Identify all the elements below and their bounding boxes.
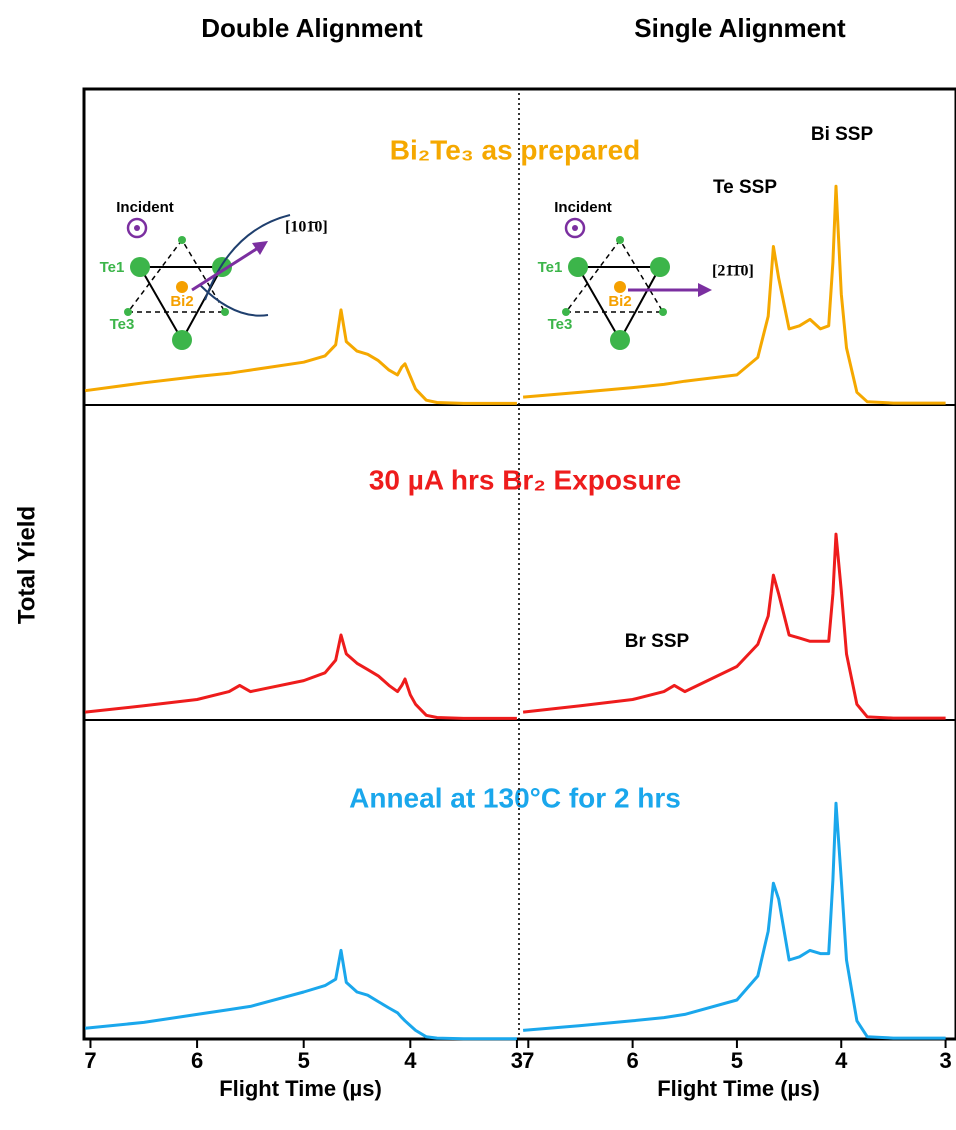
data-line: [85, 950, 517, 1038]
row-title: 30 µA hrs Br₂ Exposure: [369, 464, 681, 495]
x-axis-label: Flight Time (µs): [657, 1076, 820, 1101]
chart: Double Alignment Single Alignment Total …: [0, 0, 956, 1130]
page: Double Alignment Single Alignment Total …: [0, 0, 956, 1130]
direction-label: [101̄0]: [285, 219, 328, 236]
inset-label: Te3: [110, 316, 135, 333]
data-line: [523, 534, 946, 718]
x-tick-label: 5: [731, 1048, 743, 1073]
inset-label: Te1: [100, 259, 125, 276]
row-title: Anneal at 130°C for 2 hrs: [349, 782, 681, 813]
x-tick-label: 6: [191, 1048, 203, 1073]
data-line: [85, 310, 517, 404]
x-tick-label: 7: [84, 1048, 96, 1073]
inset-label: Bi2: [170, 293, 193, 310]
x-tick-label: 4: [835, 1048, 848, 1073]
data-line: [85, 635, 517, 718]
inset-label: Te1: [538, 259, 563, 276]
data-line: [523, 186, 946, 403]
x-tick-label: 5: [298, 1048, 310, 1073]
x-tick-label: 4: [404, 1048, 417, 1073]
inset-label: Bi2: [608, 293, 631, 310]
x-axis-label: Flight Time (µs): [219, 1076, 382, 1101]
direction-label: [21̄1̄0]: [712, 263, 754, 280]
annotation: Br SSP: [625, 631, 690, 652]
inset-label: Incident: [554, 199, 612, 216]
y-axis-label: Total Yield: [13, 506, 40, 624]
row-title: Bi₂Te₃ as prepared: [390, 134, 641, 165]
data-line: [523, 803, 946, 1038]
inset-label: Te3: [548, 316, 573, 333]
column-title: Single Alignment: [634, 13, 846, 43]
inset-label: Incident: [116, 199, 174, 216]
x-tick-label: 3: [939, 1048, 951, 1073]
x-tick-label: 7: [522, 1048, 534, 1073]
column-title: Double Alignment: [201, 13, 423, 43]
inset-single: [562, 219, 712, 350]
inset-double: [124, 215, 290, 350]
x-tick-label: 6: [626, 1048, 638, 1073]
annotation: Te SSP: [713, 177, 777, 198]
annotation: Bi SSP: [811, 124, 874, 145]
